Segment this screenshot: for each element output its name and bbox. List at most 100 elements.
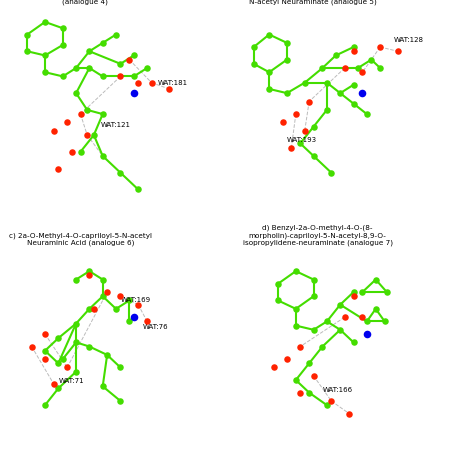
Point [117, 60, 124, 68]
Point [130, 313, 137, 321]
Point [345, 410, 353, 417]
Point [359, 68, 366, 76]
Point [77, 110, 84, 118]
Point [55, 385, 62, 392]
Point [103, 351, 111, 359]
Point [250, 43, 257, 51]
Point [283, 356, 291, 363]
Point [350, 43, 357, 51]
Point [305, 389, 313, 396]
Point [323, 401, 331, 409]
Point [41, 52, 49, 59]
Point [359, 90, 366, 97]
Point [279, 119, 286, 126]
Point [337, 301, 344, 309]
Point [103, 288, 111, 296]
Point [328, 169, 335, 176]
Point [72, 368, 80, 375]
Point [341, 64, 348, 72]
Point [283, 39, 291, 46]
Text: c) 2a-O-Methyl-4-O-capriloyl-5-N-acetyl
Neuraminic Acid (analogue 6): c) 2a-O-Methyl-4-O-capriloyl-5-N-acetyl … [9, 232, 153, 246]
Point [292, 322, 300, 329]
Point [135, 186, 142, 193]
Point [41, 18, 49, 26]
Point [310, 152, 318, 160]
Point [64, 364, 71, 371]
Point [41, 330, 49, 338]
Point [126, 297, 133, 304]
Point [376, 64, 384, 72]
Point [99, 73, 107, 80]
Point [310, 326, 318, 333]
Point [350, 47, 357, 55]
Point [337, 326, 344, 333]
Text: WAT:128: WAT:128 [393, 37, 423, 43]
Point [381, 318, 388, 325]
Point [86, 343, 93, 350]
Point [274, 297, 282, 304]
Point [292, 376, 300, 384]
Point [72, 320, 80, 327]
Text: d) Benzyl-2a-O-methyl-4-O-(8-
morpholin)-capriloyl-5-N-acetyl-8,9-O-
isopropylid: d) Benzyl-2a-O-methyl-4-O-(8- morpholin)… [243, 225, 392, 246]
Point [112, 305, 120, 313]
Point [363, 330, 371, 338]
Point [117, 293, 124, 300]
Point [41, 356, 49, 363]
Point [305, 360, 313, 367]
Point [350, 288, 357, 296]
Point [363, 110, 371, 118]
Point [383, 288, 391, 296]
Point [99, 152, 107, 160]
Point [55, 334, 62, 342]
Point [305, 98, 313, 105]
Point [41, 68, 49, 76]
Point [296, 140, 304, 147]
Point [328, 397, 335, 405]
Point [341, 313, 348, 321]
Point [50, 127, 58, 135]
Point [323, 106, 331, 113]
Point [28, 343, 36, 350]
Point [372, 276, 380, 283]
Point [250, 60, 257, 68]
Point [288, 144, 295, 151]
Point [99, 110, 107, 118]
Point [99, 276, 107, 283]
Point [143, 64, 151, 72]
Point [117, 364, 124, 371]
Point [135, 79, 142, 86]
Point [292, 110, 300, 118]
Point [310, 276, 318, 283]
Point [83, 106, 91, 113]
Point [283, 90, 291, 97]
Point [354, 64, 362, 72]
Text: a) Benzyl 2a-O-methyl-4-O-capriloyl-5-N-
acetyl-8,9-O-isopropylidene Neuraminate: a) Benzyl 2a-O-methyl-4-O-capriloyl-5-N-… [9, 0, 159, 5]
Point [350, 100, 357, 107]
Point [265, 68, 273, 76]
Point [296, 389, 304, 396]
Point [332, 52, 339, 59]
Point [117, 73, 124, 80]
Point [50, 380, 58, 388]
Point [143, 318, 151, 325]
Point [72, 64, 80, 72]
Point [41, 347, 49, 355]
Point [83, 131, 91, 139]
Point [90, 305, 98, 313]
Point [130, 52, 137, 59]
Point [350, 81, 357, 89]
Text: WAT:121: WAT:121 [100, 121, 130, 128]
Point [99, 383, 107, 390]
Point [117, 169, 124, 176]
Point [265, 85, 273, 93]
Point [59, 356, 66, 363]
Point [270, 364, 277, 371]
Point [112, 31, 120, 38]
Text: b) Benzyl 2a-O-methyl-4-O-capryloil-5-
N-acetyl Neuraminate (analogue 5): b) Benzyl 2a-O-methyl-4-O-capryloil-5- N… [243, 0, 383, 5]
Point [165, 85, 173, 93]
Point [86, 64, 93, 72]
Point [86, 47, 93, 55]
Point [130, 90, 137, 97]
Point [130, 73, 137, 80]
Point [283, 56, 291, 63]
